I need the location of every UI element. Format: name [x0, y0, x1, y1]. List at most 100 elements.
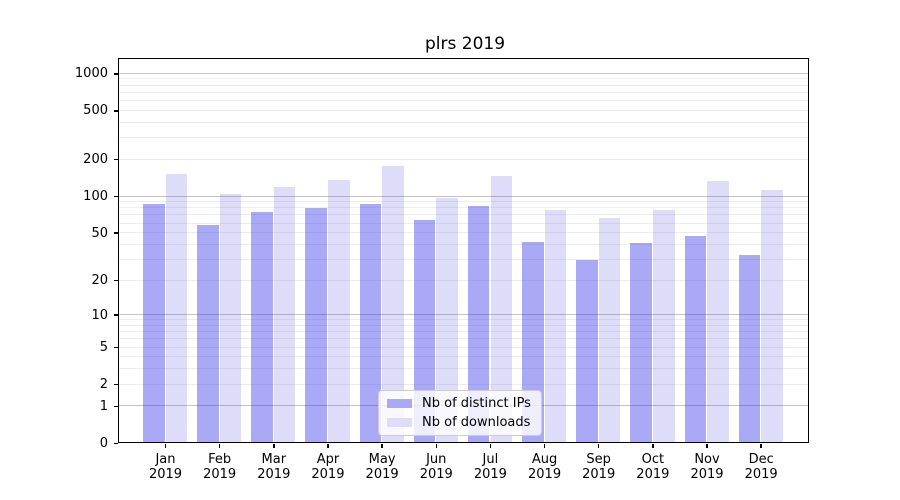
bar-nb-of-downloads-sep: [598, 217, 621, 442]
x-tick-month: Jul: [482, 452, 499, 467]
gridline-minor: [119, 222, 808, 224]
gridline-minor: [119, 346, 808, 348]
bar-nb-of-downloads-aug: [544, 210, 567, 442]
bar-nb-of-distinct-ips-sep: [576, 260, 598, 442]
x-tick-month: Oct: [641, 452, 665, 467]
bar-nb-of-downloads-oct: [652, 210, 675, 442]
x-tick-label: Mar 2019: [242, 452, 306, 482]
bar-nb-of-distinct-ips-jun: [413, 220, 436, 442]
x-tick-year: 2019: [148, 467, 183, 482]
x-tick-year: 2019: [744, 467, 778, 482]
gridline-minor: [119, 201, 808, 203]
y-tick-label: 5: [99, 340, 108, 356]
x-tick-year: 2019: [636, 467, 670, 482]
bar-nb-of-downloads-jun: [436, 197, 458, 442]
y-tick-label: 20: [91, 273, 108, 289]
bar-nb-of-downloads-may: [382, 166, 404, 442]
x-tick-month: Dec: [748, 452, 774, 467]
gridline-minor: [119, 324, 808, 326]
y-tick-label: 2: [99, 377, 108, 393]
x-tick-year: 2019: [203, 467, 237, 482]
bar-nb-of-distinct-ips-feb: [197, 224, 219, 442]
x-tick: [435, 444, 437, 448]
gridline-major: [119, 72, 808, 74]
y-tick: [114, 279, 118, 282]
bar-nb-of-distinct-ips-apr: [305, 207, 328, 442]
bar-nb-of-downloads-nov: [707, 180, 729, 442]
x-tick: [652, 444, 654, 448]
x-tick-month: Nov: [694, 452, 720, 467]
x-tick-month: Mar: [261, 452, 287, 467]
legend-row: Nb of downloads: [387, 415, 531, 430]
legend-label: Nb of downloads: [422, 415, 531, 430]
gridline-minor: [119, 319, 808, 321]
legend-label: Nb of distinct IPs: [422, 396, 531, 411]
x-tick-label: Apr 2019: [296, 452, 360, 482]
bar-nb-of-distinct-ips-dec: [738, 254, 761, 442]
y-tick: [114, 346, 118, 349]
bar-nb-of-distinct-ips-jul: [467, 206, 490, 442]
bar-nb-of-distinct-ips-mar: [251, 211, 273, 442]
gridline-major: [119, 195, 808, 197]
gridline-minor: [119, 243, 808, 245]
plot-inner: [119, 59, 808, 442]
y-tick-label: 0: [99, 436, 108, 451]
gridline-minor: [119, 232, 808, 234]
x-tick-month: May: [368, 452, 396, 467]
y-tick: [114, 442, 118, 445]
bar-nb-of-distinct-ips-may: [359, 204, 382, 442]
x-tick: [218, 444, 221, 448]
x-tick-year: 2019: [528, 467, 562, 482]
gridline-minor: [119, 338, 808, 340]
x-tick-year: 2019: [311, 467, 345, 482]
plot-area: [118, 58, 809, 443]
y-tick: [114, 383, 118, 386]
x-tick-label: Jul 2019: [458, 452, 522, 482]
x-tick-month: Sep: [586, 452, 611, 467]
gridline-minor: [119, 279, 808, 281]
x-tick-label: Dec 2019: [729, 452, 793, 482]
x-tick: [706, 444, 708, 448]
y-tick-label: 10: [91, 307, 108, 323]
y-tick: [114, 195, 118, 198]
bar-nb-of-downloads-jan: [165, 173, 188, 442]
bar-nb-of-downloads-feb: [219, 193, 242, 442]
gridline-minor: [119, 158, 808, 160]
bar-nb-of-downloads-jul: [490, 176, 513, 442]
gridline-major: [119, 314, 808, 316]
x-tick-year: 2019: [365, 467, 399, 482]
y-tick: [114, 73, 118, 75]
gridline-minor: [119, 331, 808, 333]
gridline-minor: [119, 207, 808, 209]
gridline-minor: [119, 91, 808, 93]
x-tick: [327, 444, 329, 448]
bar-nb-of-downloads-mar: [273, 186, 296, 442]
y-tick: [114, 405, 118, 408]
y-tick-label: 1000: [74, 66, 108, 82]
bar-nb-of-downloads-dec: [761, 190, 783, 442]
gridline-minor: [119, 214, 808, 216]
x-tick-label: Oct 2019: [621, 452, 685, 482]
x-tick-year: 2019: [257, 467, 291, 482]
gridline-minor: [119, 84, 808, 86]
x-tick-label: Jan 2019: [134, 452, 198, 482]
bar-nb-of-distinct-ips-oct: [630, 243, 652, 442]
y-tick-label: 50: [91, 225, 108, 241]
x-tick: [597, 444, 600, 448]
y-tick: [114, 158, 118, 161]
legend-row: Nb of distinct IPs: [387, 396, 531, 411]
x-tick-month: Aug: [531, 452, 558, 467]
chart-title: plrs 2019: [424, 34, 506, 54]
legend: Nb of distinct IPs Nb of downloads: [378, 390, 542, 436]
gridline-minor: [119, 100, 808, 102]
bar-nb-of-distinct-ips-jan: [143, 204, 165, 442]
y-tick-label: 100: [83, 189, 108, 205]
gridline-minor: [119, 356, 808, 358]
bar-nb-of-distinct-ips-nov: [684, 236, 707, 442]
x-tick-label: Jun 2019: [404, 452, 468, 482]
y-tick-label: 500: [83, 103, 108, 119]
gridline-minor: [119, 258, 808, 260]
gridline-minor: [119, 121, 808, 123]
x-tick-month: Apr: [316, 452, 340, 467]
